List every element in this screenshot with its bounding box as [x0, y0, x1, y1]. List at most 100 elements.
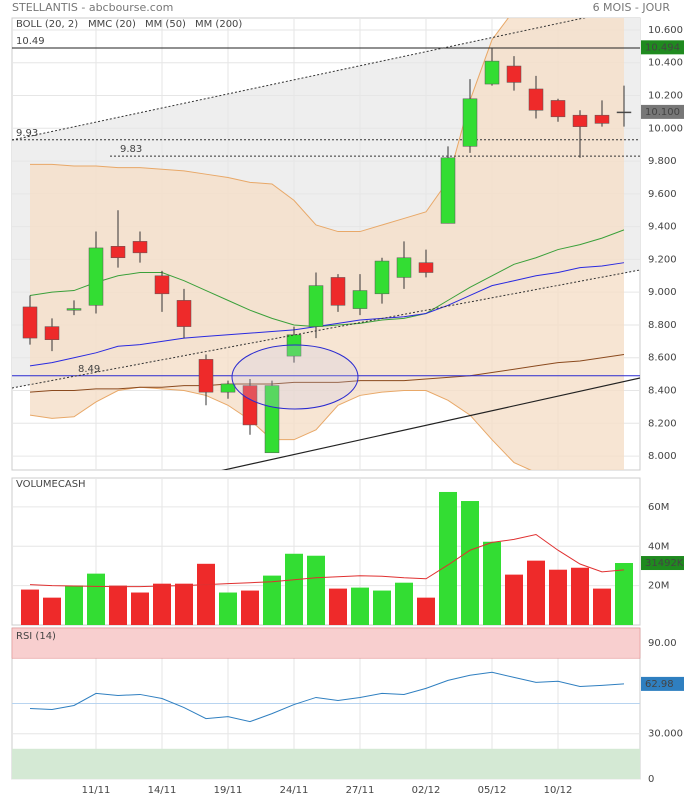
- x-tick-label: 24/11: [280, 785, 309, 796]
- candle-body: [44, 326, 60, 340]
- volume-bar: [351, 587, 369, 625]
- volume-bar: [131, 592, 149, 625]
- volume-bar: [175, 583, 193, 625]
- price-marker: [641, 676, 684, 691]
- candle-body: [330, 277, 346, 306]
- price-marker-label: 62.98: [645, 679, 674, 690]
- x-tick-label: 19/11: [214, 785, 243, 796]
- volume-bar: [505, 574, 523, 625]
- y-tick-label: 40M: [648, 541, 669, 552]
- x-tick-label: 05/12: [478, 785, 507, 796]
- trend-line: [12, 269, 640, 389]
- volume-bar: [21, 589, 39, 625]
- moving-average: [29, 353, 625, 393]
- volume-bar: [417, 597, 435, 625]
- volume-bar: [483, 541, 501, 625]
- volume-bar: [571, 567, 589, 625]
- volume-bar: [307, 555, 325, 625]
- volume-bar: [241, 590, 259, 625]
- volume-bar: [373, 590, 391, 625]
- rsi-line: [29, 671, 625, 723]
- bollinger-lower: [29, 386, 532, 470]
- candle-body: [22, 306, 38, 339]
- moving-average: [29, 229, 625, 328]
- y-tick-label: 10.200: [648, 91, 683, 102]
- price-marker: [641, 40, 684, 55]
- candle-body: [440, 157, 456, 224]
- candle-body: [462, 98, 478, 147]
- y-tick-label: 10.600: [648, 25, 683, 36]
- x-tick-label: 10/12: [544, 785, 573, 796]
- price-marker-label: 31492K: [645, 558, 684, 569]
- y-tick-label: 9.800: [648, 156, 677, 167]
- y-tick-label: 9.200: [648, 254, 677, 265]
- rsi-zone: [11, 627, 641, 659]
- volume-bar: [219, 592, 237, 625]
- panel-title: RSI (14): [16, 631, 56, 642]
- y-tick-label: 9.600: [648, 189, 677, 200]
- candle-body: [308, 285, 324, 327]
- volume-bar: [461, 501, 479, 625]
- x-tick-label: 02/12: [412, 785, 441, 796]
- price-marker-label: 10.100: [645, 107, 680, 118]
- candle-body: [264, 385, 280, 454]
- y-tick-label: 9.000: [648, 287, 677, 298]
- ellipse: [231, 344, 359, 410]
- candle-body: [66, 308, 82, 311]
- volume-bar: [329, 588, 347, 625]
- volume-bar: [285, 553, 303, 625]
- chart-title: STELLANTIS - abcbourse.com: [12, 1, 173, 14]
- volume-panel: [11, 477, 641, 626]
- period: 6 MOIS - JOUR: [593, 1, 671, 14]
- y-tick-label: 8.000: [648, 451, 677, 462]
- panel-title: VOLUMECASH: [16, 479, 86, 490]
- y-tick-label: 0: [648, 774, 654, 785]
- candle-body: [220, 383, 236, 393]
- y-tick-label: 10.000: [648, 123, 683, 134]
- y-tick-label: 8.600: [648, 353, 677, 364]
- legend-entry: MMC (20): [88, 19, 136, 30]
- candle-body: [550, 100, 566, 118]
- candle-body: [594, 114, 610, 124]
- x-tick-label: 27/11: [346, 785, 375, 796]
- candle-body: [484, 60, 500, 85]
- volume-bar: [197, 563, 215, 625]
- candle-body: [528, 88, 544, 111]
- level-label: 9.83: [120, 144, 142, 155]
- volume-bar: [593, 588, 611, 625]
- volume-bar: [153, 583, 171, 625]
- volume-bar: [549, 569, 567, 625]
- volume-bar: [615, 563, 633, 625]
- y-tick-label: 60M: [648, 502, 669, 513]
- candle-body: [572, 114, 588, 127]
- candle-body: [352, 290, 368, 309]
- y-tick-label: 10.400: [648, 58, 683, 69]
- y-tick-label: 8.400: [648, 386, 677, 397]
- volume-bar: [263, 575, 281, 625]
- volume-bar: [439, 491, 457, 625]
- trend-line: [221, 377, 640, 470]
- volume-bar: [527, 560, 545, 625]
- legend-entry: MM (50): [145, 19, 186, 30]
- level-label: 9.93: [16, 128, 38, 139]
- candle-body: [110, 246, 126, 259]
- y-tick-label: 20M: [648, 581, 669, 592]
- legend-entry: BOLL (20, 2): [16, 19, 78, 30]
- price-marker: [641, 556, 684, 571]
- candle-body: [506, 65, 522, 83]
- y-tick-label: 90.00: [648, 638, 677, 649]
- y-tick-label: 8.800: [648, 320, 677, 331]
- volume-bar: [43, 597, 61, 625]
- level-label: 10.49: [16, 36, 45, 47]
- candle-body: [198, 359, 214, 393]
- candle-body: [154, 275, 170, 295]
- drawings-top: [12, 18, 640, 470]
- volume-bar: [87, 573, 105, 625]
- volume-bar: [65, 585, 83, 625]
- candle-body: [418, 262, 434, 273]
- candle-body: [242, 385, 258, 426]
- volume-bar: [395, 582, 413, 625]
- candle-body: [176, 300, 192, 327]
- y-tick-label: 30.000: [648, 729, 683, 740]
- volume-average: [29, 533, 625, 588]
